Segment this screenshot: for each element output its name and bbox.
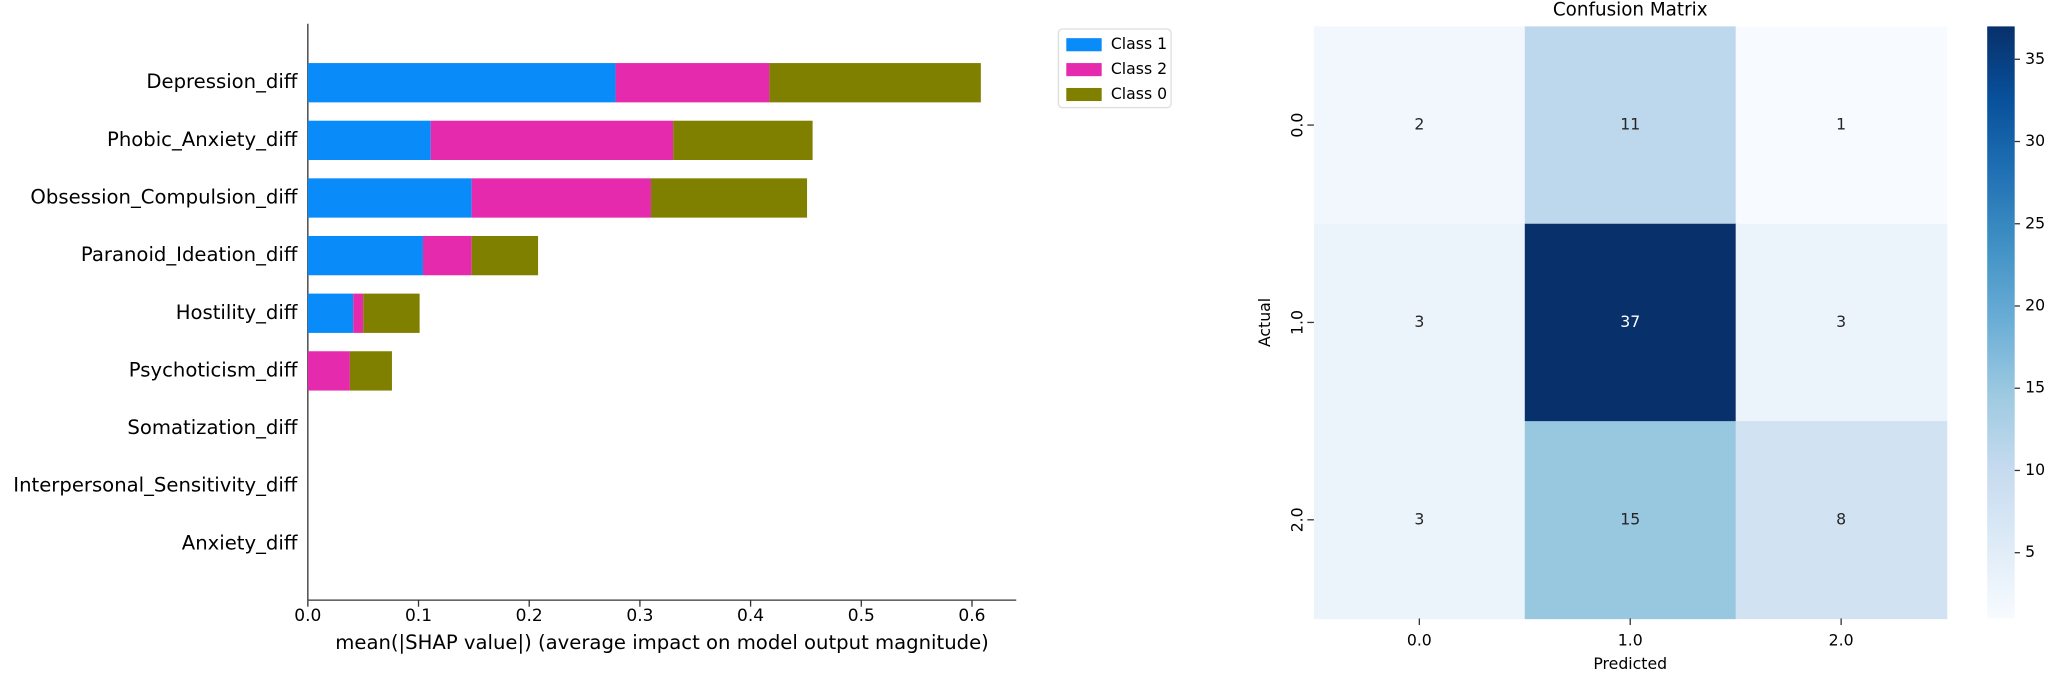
y-tick-label: 0.0	[1288, 113, 1307, 138]
cell-label: 11	[1620, 115, 1640, 134]
bar-segment	[650, 178, 808, 218]
cell-label: 8	[1836, 509, 1846, 528]
legend-swatch	[1066, 63, 1102, 77]
chart-title: Confusion Matrix	[1553, 0, 1708, 21]
colorbar-tick-label: 20	[2025, 295, 2045, 314]
y-tick-label: Psychoticism_diff	[129, 358, 298, 381]
x-tick-label: 0.6	[958, 606, 985, 626]
bar-segment	[430, 120, 674, 161]
legend-swatch	[1066, 38, 1102, 52]
x-tick-label: 0.1	[405, 606, 432, 626]
y-tick-label: Hostility_diff	[176, 301, 298, 324]
colorbar-tick-label: 15	[2025, 378, 2045, 397]
cell-label: 1	[1836, 115, 1846, 134]
bar-segment	[615, 63, 770, 103]
heatmap-cell	[1524, 421, 1737, 620]
y-tick-label: Somatization_diff	[127, 416, 297, 439]
bar-segment	[307, 63, 616, 103]
cell-label: 37	[1620, 312, 1640, 331]
y-tick-label: 2.0	[1288, 507, 1307, 532]
heatmap-cell	[1524, 223, 1737, 422]
x-tick-label: 0.5	[848, 606, 875, 626]
colorbar-tick-label: 10	[2025, 460, 2045, 479]
bar-segment	[471, 178, 651, 218]
bar-segment	[307, 351, 350, 391]
x-axis-label: Predicted	[1593, 654, 1667, 673]
colorbar	[1987, 26, 2015, 619]
y-tick-label: Obsession_Compulsion_diff	[30, 185, 297, 208]
legend-label: Class 1	[1111, 34, 1167, 53]
y-tick-label: Depression_diff	[146, 70, 297, 93]
y-tick-label: Anxiety_diff	[182, 531, 298, 554]
heatmap-cell	[1524, 26, 1737, 225]
bar-segment	[307, 178, 472, 218]
colorbar-tick-label: 5	[2025, 542, 2035, 561]
x-axis-label: mean(|SHAP value|) (average impact on mo…	[335, 631, 989, 654]
heatmap-cell	[1313, 26, 1526, 225]
heatmap-cell	[1313, 223, 1526, 422]
x-tick-label: 0.0	[1407, 630, 1432, 649]
x-tick-label: 0.2	[516, 606, 543, 626]
x-tick-label: 0.0	[294, 606, 321, 626]
y-axis-label: Actual	[1255, 298, 1274, 347]
cell-label: 2	[1414, 115, 1424, 134]
heatmap-cell	[1735, 26, 1948, 225]
cell-label: 3	[1414, 509, 1424, 528]
heatmap-cell	[1735, 421, 1948, 620]
bar-segment	[769, 63, 981, 103]
y-tick-label: Paranoid_Ideation_diff	[81, 243, 298, 266]
bar-segment	[422, 235, 472, 276]
bar-segment	[353, 293, 364, 333]
cell-label: 15	[1620, 509, 1640, 528]
colorbar-tick-label: 35	[2025, 49, 2045, 68]
legend-swatch	[1066, 87, 1102, 102]
cell-label: 3	[1836, 312, 1846, 331]
bar-segment	[307, 120, 431, 161]
x-tick-label: 1.0	[1618, 630, 1643, 649]
x-tick-label: 0.3	[626, 606, 653, 626]
cell-label: 3	[1414, 312, 1424, 331]
y-tick-label: Interpersonal_Sensitivity_diff	[13, 474, 298, 497]
legend-label: Class 0	[1111, 84, 1167, 103]
y-tick-label: Phobic_Anxiety_diff	[107, 128, 298, 151]
bar-segment	[363, 293, 420, 333]
bar-segment	[307, 293, 354, 333]
bar-segment	[307, 235, 423, 276]
y-tick-label: 1.0	[1288, 310, 1307, 335]
bar-segment	[471, 235, 539, 276]
colorbar-tick-label: 30	[2025, 131, 2045, 150]
heatmap-cell	[1735, 223, 1948, 422]
x-tick-label: 2.0	[1829, 630, 1854, 649]
colorbar-tick-label: 25	[2025, 213, 2045, 232]
x-tick-label: 0.4	[737, 606, 764, 626]
legend-label: Class 2	[1111, 59, 1167, 78]
heatmap-cell	[1313, 421, 1526, 620]
bar-segment	[349, 351, 392, 391]
bar-segment	[673, 120, 813, 161]
